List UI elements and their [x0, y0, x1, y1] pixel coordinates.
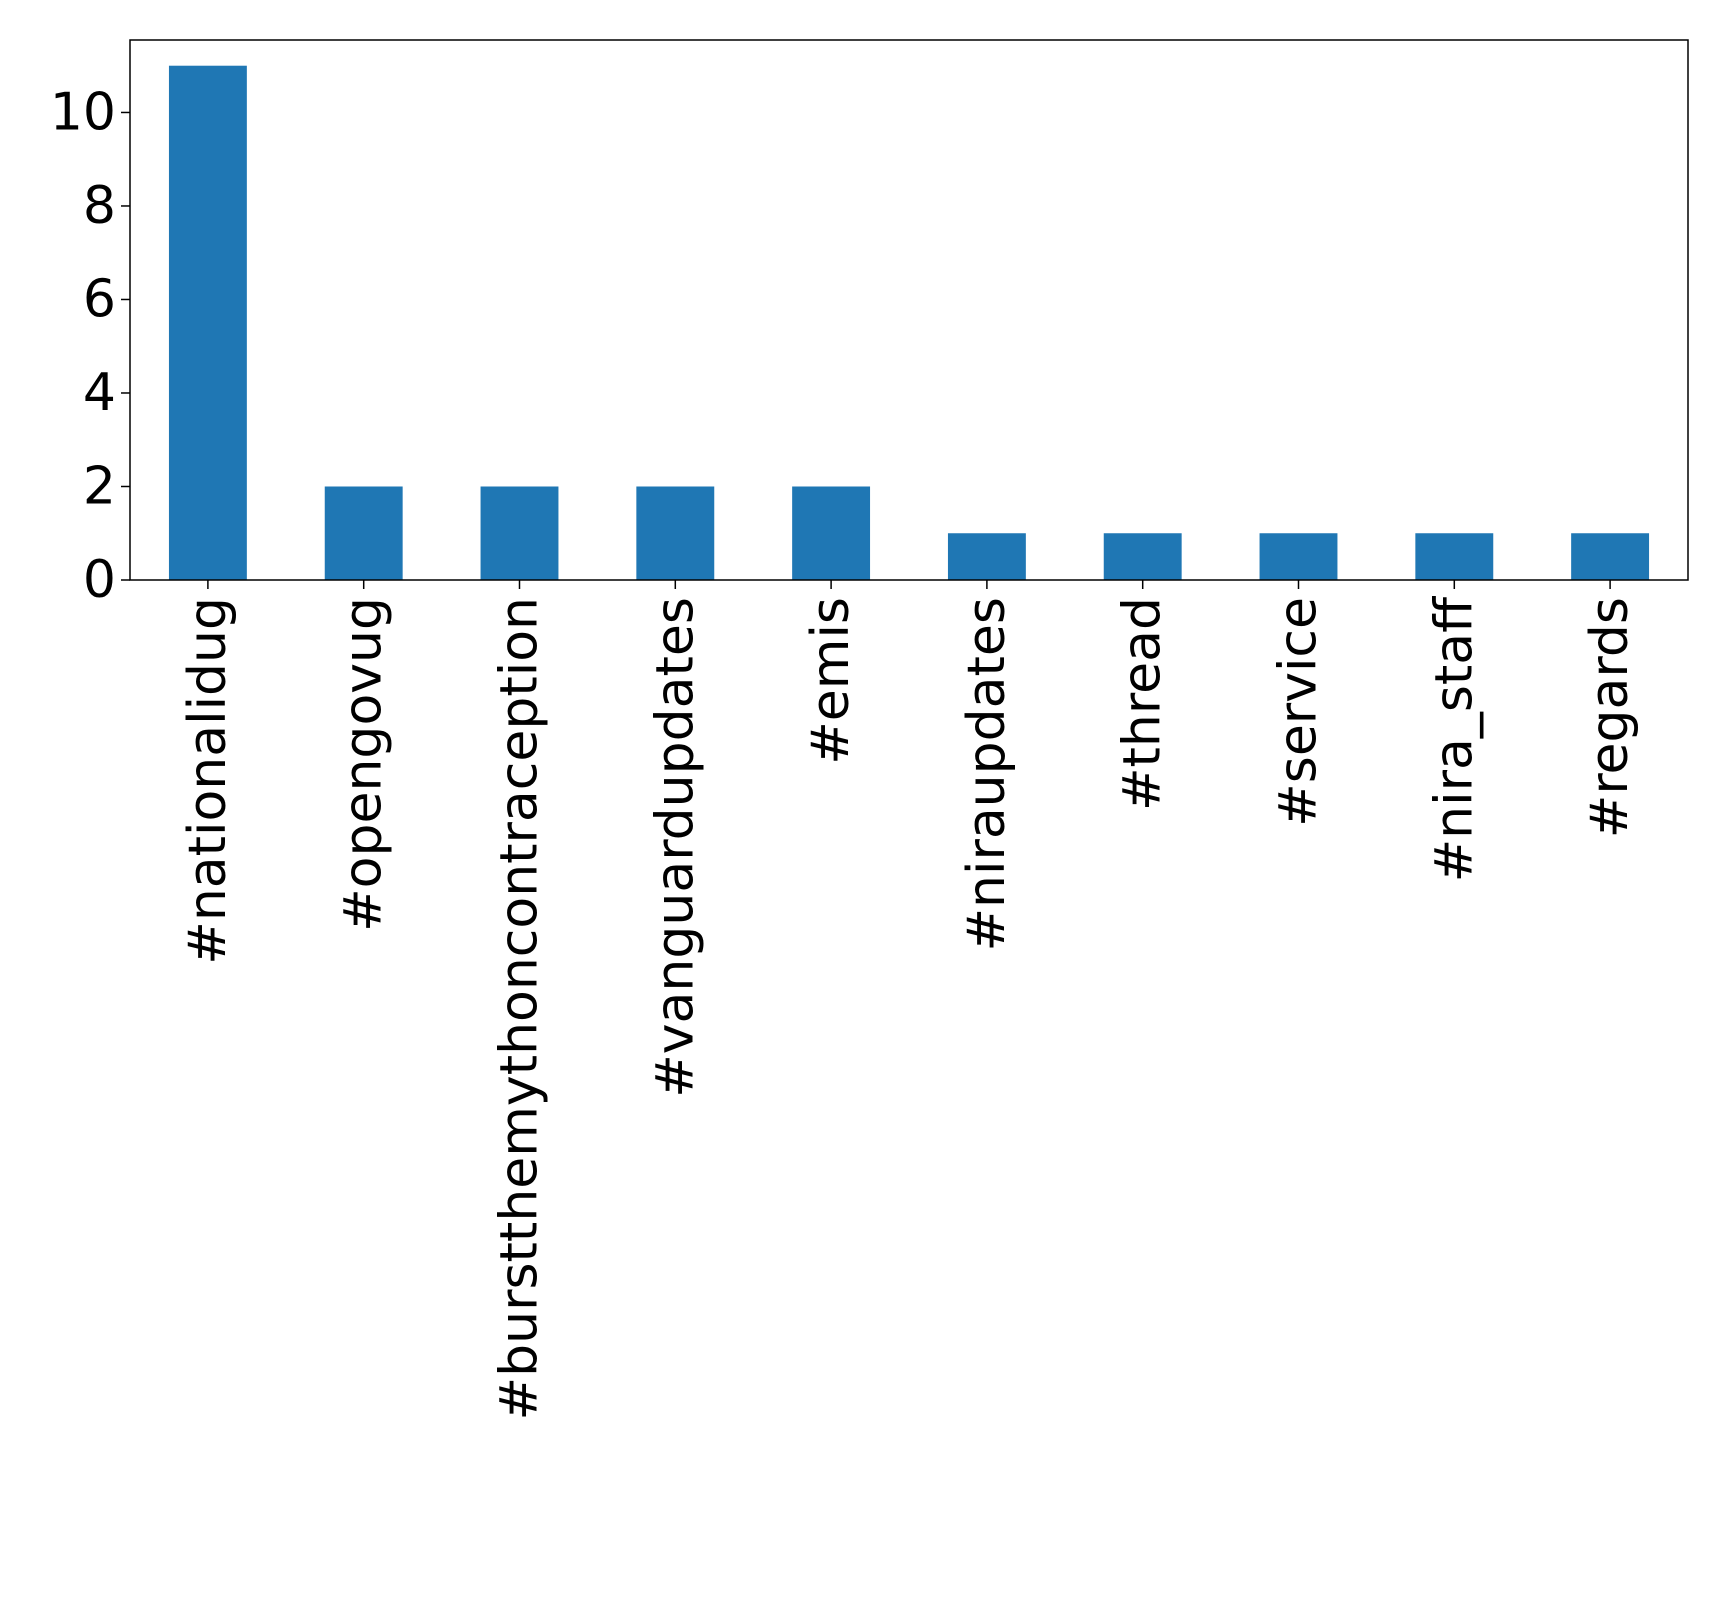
- bar: [1571, 533, 1650, 580]
- x-tick-label: #opengovug: [334, 597, 394, 932]
- bar: [480, 486, 559, 580]
- x-tick-label: #vanguardupdates: [645, 597, 705, 1098]
- bar: [324, 486, 403, 580]
- y-tick-label: 4: [83, 363, 116, 423]
- bar: [792, 486, 871, 580]
- x-tick-label: #burstthemythoncontraception: [490, 597, 550, 1420]
- bar: [636, 486, 715, 580]
- bar: [1415, 533, 1494, 580]
- x-tick-label: #nationalidug: [178, 597, 238, 965]
- x-tick-label: #regards: [1580, 597, 1640, 838]
- plot-area-frame: [129, 39, 1689, 581]
- bar: [1259, 533, 1338, 580]
- bar: [1103, 533, 1182, 580]
- x-tick-label: #emis: [801, 597, 861, 765]
- bar: [168, 65, 247, 580]
- x-axis: #nationalidug #opengovug #burstthemythonco…: [178, 580, 1640, 1420]
- y-tick-label: 0: [83, 550, 116, 610]
- y-tick-label: 2: [83, 456, 116, 516]
- y-tick-label: 8: [83, 176, 116, 236]
- x-tick-label: #nira_staff: [1424, 596, 1484, 883]
- bars-group: [168, 65, 1650, 580]
- bar: [947, 533, 1026, 580]
- y-axis: 0 2 4 6 8 10: [50, 82, 130, 610]
- x-tick-label: #service: [1269, 597, 1329, 827]
- x-tick-label: #thread: [1113, 597, 1173, 811]
- y-tick-label: 6: [83, 269, 116, 329]
- x-tick-label: #niraupdates: [957, 597, 1017, 952]
- y-tick-label: 10: [50, 82, 116, 142]
